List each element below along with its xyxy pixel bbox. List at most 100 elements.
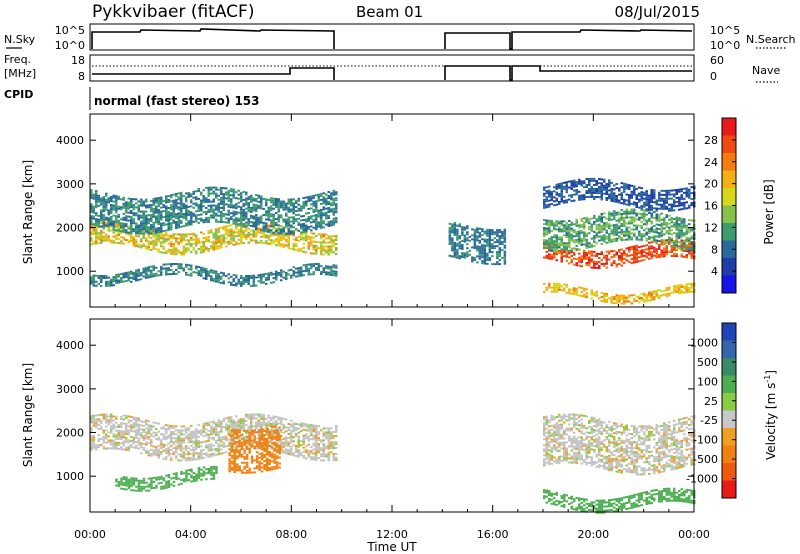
power-data-cell (277, 198, 280, 201)
freq-left-tick-bottom: 8 (78, 70, 85, 83)
power-data-cell (588, 262, 591, 265)
power-data-cell (210, 204, 213, 207)
power-data-cell (466, 251, 469, 254)
velocity-data-cell (192, 442, 195, 445)
power-data-cell (322, 267, 325, 270)
power-data-cell (260, 279, 263, 282)
power-data-cell (565, 253, 568, 256)
power-data-cell (220, 188, 223, 191)
power-data-cell (122, 228, 125, 231)
velocity-data-cell (142, 428, 145, 431)
power-data-cell (92, 280, 95, 283)
power-data-cell (585, 192, 588, 194)
power-data-cell (187, 239, 190, 242)
power-data-cell (92, 278, 95, 281)
power-data-cell (660, 224, 663, 227)
power-data-cell (685, 250, 688, 253)
power-data-cell (690, 290, 693, 293)
power-data-cell (608, 197, 611, 200)
power-data-cell (643, 209, 646, 212)
power-data-cell (625, 199, 628, 202)
power-data-cell (117, 281, 120, 284)
power-data-cell (122, 280, 125, 283)
power-data-cell (595, 262, 598, 265)
power-data-cell (543, 186, 546, 189)
power-data-cell (265, 240, 268, 243)
power-data-cell (317, 221, 320, 224)
power-data-cell (302, 250, 305, 253)
power-data-cell (690, 227, 693, 230)
power-data-cell (250, 196, 253, 199)
power-data-cell (558, 249, 561, 252)
power-data-cell (165, 229, 168, 232)
power-data-cell (620, 213, 623, 215)
power-data-cell (543, 192, 546, 195)
power-data-cell (210, 192, 213, 195)
power-data-cell (127, 205, 130, 208)
power-data-cell (175, 199, 178, 202)
power-data-cell (237, 223, 240, 226)
power-data-cell (132, 218, 135, 221)
power-data-cell (315, 208, 318, 211)
power-data-cell (688, 223, 691, 226)
power-data-cell (285, 220, 288, 223)
power-data-cell (255, 226, 258, 229)
velocity-data-cell (155, 438, 158, 441)
power-data-cell (307, 220, 310, 222)
power-data-cell (190, 239, 193, 241)
power-data-cell (583, 249, 586, 252)
power-data-cell (307, 247, 310, 250)
power-data-cell (240, 274, 243, 277)
power-data-cell (555, 253, 558, 256)
power-data-cell (623, 230, 626, 233)
nave-right-tick-top: 60 (710, 54, 724, 67)
power-data-cell (220, 214, 223, 217)
power-data-cell (157, 229, 160, 232)
power-data-cell (648, 220, 651, 222)
power-data-cell (650, 257, 653, 260)
power-data-cell (102, 202, 105, 205)
power-data-cell (277, 206, 280, 209)
power-data-cell (192, 212, 195, 215)
power-data-cell (618, 296, 621, 299)
power-data-cell (453, 226, 457, 228)
velocity-data-cell (172, 425, 175, 428)
velocity-data-cell (162, 457, 165, 460)
power-data-cell (185, 206, 188, 209)
power-data-cell (573, 291, 576, 294)
power-data-cell (638, 238, 641, 241)
power-data-cell (227, 199, 230, 202)
power-data-cell (107, 199, 110, 202)
power-data-cell (650, 197, 653, 199)
power-data-cell (628, 234, 631, 237)
power-data-cell (608, 195, 611, 198)
power-data-cell (285, 224, 288, 227)
power-data-cell (630, 208, 633, 211)
power-data-cell (598, 297, 601, 300)
power-data-cell (255, 276, 258, 279)
power-data-cell (260, 277, 263, 280)
power-data-cell (195, 242, 198, 245)
power-data-cell (145, 216, 148, 219)
power-data-cell (242, 222, 245, 225)
power-data-cell (145, 200, 148, 203)
power-data-cell (615, 233, 618, 236)
power-data-cell (660, 228, 663, 231)
power-data-cell (137, 228, 140, 231)
power-data-cell (205, 276, 208, 278)
power-data-cell (486, 254, 489, 257)
power-data-cell (645, 223, 648, 226)
power-data-cell (580, 184, 583, 187)
power-data-cell (471, 258, 474, 261)
velocity-data-cell (157, 436, 160, 439)
power-data-cell (117, 215, 120, 218)
velocity-data-cell (177, 429, 180, 432)
power-data-cell (595, 232, 598, 235)
power-data-cell (135, 206, 138, 209)
power-data-cell (628, 294, 631, 297)
power-data-cell (100, 199, 103, 202)
power-data-cell (195, 265, 198, 268)
power-data-cell (595, 182, 598, 184)
power-data-cell (590, 250, 593, 253)
velocity-data-cell (220, 422, 223, 425)
